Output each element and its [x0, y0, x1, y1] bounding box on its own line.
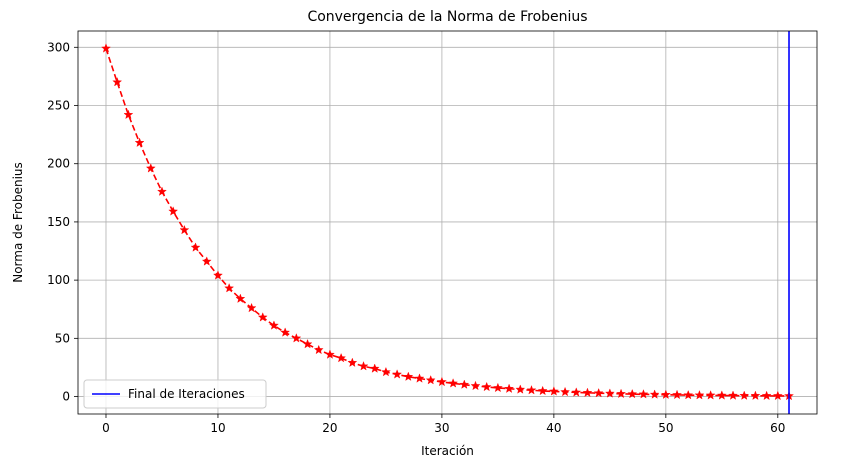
legend-entry-label: Final de Iteraciones: [128, 387, 245, 401]
y-axis-label: Norma de Frobenius: [11, 162, 25, 283]
data-point-marker: [571, 387, 582, 397]
data-point-marker: [336, 352, 347, 363]
data-point-marker: [716, 390, 727, 400]
y-tick-label: 150: [47, 215, 70, 229]
data-point-marker: [325, 349, 335, 359]
data-point-marker: [179, 224, 190, 235]
x-tick-label: 20: [322, 421, 337, 435]
data-point-marker: [380, 366, 391, 377]
data-point-marker: [504, 383, 515, 393]
x-axis-label: Iteración: [421, 444, 474, 458]
data-point-marker: [582, 387, 593, 397]
data-point-marker: [694, 390, 705, 400]
grid-lines: [78, 31, 817, 414]
plot-markers: [101, 43, 794, 401]
data-point-marker: [660, 389, 671, 399]
x-tick-label: 30: [434, 421, 449, 435]
legend: Final de Iteraciones: [83, 379, 267, 409]
data-point-marker: [750, 390, 761, 400]
legend-box: [83, 379, 267, 409]
data-point-marker: [392, 369, 403, 379]
y-tick-label: 100: [47, 273, 70, 287]
data-point-marker: [627, 388, 638, 399]
data-point-marker: [604, 388, 615, 398]
data-point-marker: [168, 206, 179, 216]
data-point-marker: [414, 373, 425, 383]
data-point-marker: [705, 390, 716, 400]
data-point-marker: [246, 302, 257, 313]
data-point-marker: [459, 379, 470, 389]
data-point-marker: [739, 390, 750, 400]
data-point-marker: [492, 382, 503, 393]
x-tick-label: 0: [102, 421, 110, 435]
data-point-marker: [403, 371, 414, 381]
data-point-marker: [616, 388, 626, 399]
data-point-marker: [515, 384, 526, 394]
data-point-marker: [269, 320, 279, 330]
data-point-marker: [101, 43, 111, 53]
data-point-marker: [448, 378, 459, 388]
y-tick-label: 250: [47, 99, 70, 113]
data-point-marker: [280, 327, 291, 337]
data-point-marker: [761, 390, 772, 401]
axes-frame: [77, 30, 818, 415]
data-point-marker: [347, 357, 358, 367]
x-tick-label: 50: [658, 421, 673, 435]
data-point-marker: [548, 386, 559, 396]
axis-ticks: 0 10 20 30 40 50 60 0 50 100 150 200 250 300: [47, 40, 785, 435]
x-tick-label: 60: [770, 421, 785, 435]
data-point-marker: [470, 380, 481, 391]
x-tick-label: 10: [210, 421, 225, 435]
data-point-marker: [224, 283, 235, 293]
data-point-marker: [772, 390, 783, 401]
chart-title: Convergencia de la Norma de Frobenius: [307, 9, 587, 25]
data-point-marker: [526, 385, 537, 395]
data-point-marker: [291, 333, 302, 343]
data-point-marker: [425, 375, 436, 385]
y-tick-label: 200: [47, 157, 70, 171]
data-point-marker: [302, 338, 313, 349]
data-point-marker: [157, 186, 167, 196]
data-point-marker: [112, 77, 123, 87]
data-point-marker: [257, 312, 268, 322]
data-point-marker: [728, 390, 738, 400]
data-point-marker: [683, 389, 694, 400]
data-point-marker: [638, 389, 649, 399]
data-point-marker: [134, 137, 145, 147]
data-point-marker: [313, 344, 324, 355]
data-point-marker: [560, 386, 570, 397]
data-point-marker: [481, 381, 492, 392]
data-point-marker: [213, 270, 223, 280]
data-point-marker: [649, 389, 660, 399]
data-point-marker: [537, 385, 548, 396]
data-point-marker: [369, 363, 380, 373]
data-point-marker: [358, 361, 369, 371]
data-point-marker: [436, 376, 447, 387]
data-point-marker: [235, 293, 246, 303]
data-point-marker: [593, 387, 604, 398]
data-point-marker: [123, 109, 134, 120]
data-point-marker: [201, 256, 212, 266]
data-point-marker: [145, 163, 156, 173]
y-tick-label: 0: [62, 390, 70, 404]
y-tick-label: 50: [55, 331, 70, 345]
y-tick-label: 300: [47, 40, 70, 54]
data-point-marker: [672, 389, 682, 400]
data-point-marker: [190, 242, 201, 252]
x-tick-label: 40: [546, 421, 561, 435]
